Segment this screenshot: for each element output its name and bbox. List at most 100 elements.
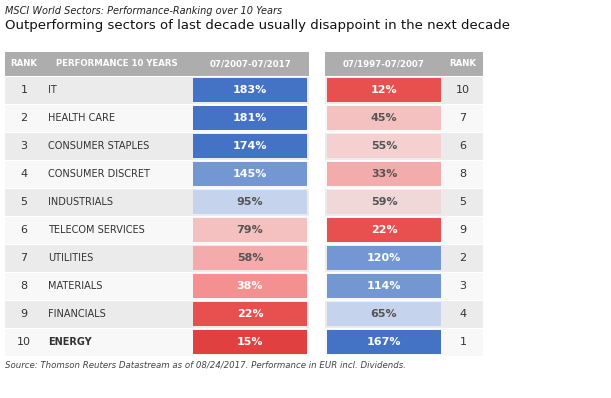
Bar <box>309 300 325 328</box>
Text: TELECOM SERVICES: TELECOM SERVICES <box>48 225 145 235</box>
Bar <box>327 246 441 270</box>
Text: 1: 1 <box>459 337 467 347</box>
Bar <box>325 244 443 272</box>
Text: 2: 2 <box>459 253 467 263</box>
Bar <box>325 76 443 104</box>
Bar <box>309 328 325 356</box>
Text: 45%: 45% <box>371 113 397 123</box>
Bar <box>443 76 483 104</box>
Text: 120%: 120% <box>367 253 401 263</box>
Bar <box>5 132 43 160</box>
Bar <box>193 162 307 186</box>
Text: 3: 3 <box>459 281 467 291</box>
Text: 4: 4 <box>459 309 467 319</box>
Text: 5: 5 <box>459 197 467 207</box>
Text: 10: 10 <box>456 85 470 95</box>
Bar <box>43 244 191 272</box>
Text: 12%: 12% <box>371 85 397 95</box>
Text: 167%: 167% <box>367 337 401 347</box>
Bar <box>309 272 325 300</box>
Bar <box>443 216 483 244</box>
Bar <box>5 272 43 300</box>
Text: 07/2007-07/2017: 07/2007-07/2017 <box>209 59 291 68</box>
Bar <box>43 272 191 300</box>
Bar <box>309 160 325 188</box>
Text: 58%: 58% <box>236 253 263 263</box>
Text: CONSUMER STAPLES: CONSUMER STAPLES <box>48 141 149 151</box>
Text: 79%: 79% <box>236 225 263 235</box>
Text: RANK: RANK <box>450 59 477 68</box>
Text: 2: 2 <box>20 113 27 123</box>
Bar <box>5 52 43 76</box>
Bar <box>325 104 443 132</box>
Text: PERFORMANCE 10 YEARS: PERFORMANCE 10 YEARS <box>56 59 178 68</box>
Bar <box>5 300 43 328</box>
Text: 8: 8 <box>20 281 27 291</box>
Text: HEALTH CARE: HEALTH CARE <box>48 113 115 123</box>
Bar <box>327 330 441 354</box>
Bar <box>443 328 483 356</box>
Text: FINANCIALS: FINANCIALS <box>48 309 106 319</box>
Bar <box>191 52 309 76</box>
Bar <box>191 104 309 132</box>
Text: 7: 7 <box>20 253 27 263</box>
Bar <box>191 244 309 272</box>
Text: 15%: 15% <box>236 337 263 347</box>
Bar <box>309 76 325 104</box>
Text: 3: 3 <box>21 141 27 151</box>
Text: IT: IT <box>48 85 57 95</box>
Bar <box>327 106 441 130</box>
Text: 9: 9 <box>20 309 27 319</box>
Bar <box>43 160 191 188</box>
Bar <box>191 328 309 356</box>
Bar <box>309 132 325 160</box>
Text: 174%: 174% <box>233 141 267 151</box>
Bar <box>191 132 309 160</box>
Bar <box>43 132 191 160</box>
Bar <box>43 216 191 244</box>
Bar <box>325 52 443 76</box>
Bar <box>327 218 441 242</box>
Text: 181%: 181% <box>233 113 267 123</box>
Bar <box>43 188 191 216</box>
Text: RANK: RANK <box>10 59 37 68</box>
Text: 38%: 38% <box>236 281 263 291</box>
Text: MSCI World Sectors: Performance-Ranking over 10 Years: MSCI World Sectors: Performance-Ranking … <box>5 6 282 16</box>
Bar <box>443 104 483 132</box>
Bar <box>443 132 483 160</box>
Bar <box>325 272 443 300</box>
Text: 8: 8 <box>459 169 467 179</box>
Bar <box>327 302 441 326</box>
Bar <box>309 52 325 76</box>
Bar <box>193 218 307 242</box>
Bar <box>193 330 307 354</box>
Text: 65%: 65% <box>371 309 397 319</box>
Text: 6: 6 <box>21 225 27 235</box>
Text: Outperforming sectors of last decade usually disappoint in the next decade: Outperforming sectors of last decade usu… <box>5 19 510 32</box>
Bar <box>43 52 191 76</box>
Text: 1: 1 <box>21 85 27 95</box>
Bar <box>191 76 309 104</box>
Text: ENERGY: ENERGY <box>48 337 92 347</box>
Text: 183%: 183% <box>233 85 267 95</box>
Text: 4: 4 <box>20 169 27 179</box>
Bar <box>43 328 191 356</box>
Bar <box>309 188 325 216</box>
Text: 10: 10 <box>17 337 31 347</box>
Bar <box>193 106 307 130</box>
Bar <box>193 78 307 102</box>
Bar <box>43 104 191 132</box>
Bar <box>327 78 441 102</box>
Bar <box>191 300 309 328</box>
Bar <box>443 300 483 328</box>
Bar <box>443 272 483 300</box>
Text: 95%: 95% <box>236 197 263 207</box>
Bar <box>325 216 443 244</box>
Text: 9: 9 <box>459 225 467 235</box>
Bar <box>443 244 483 272</box>
Text: 22%: 22% <box>371 225 397 235</box>
Bar <box>193 134 307 158</box>
Text: 22%: 22% <box>236 309 263 319</box>
Bar <box>5 188 43 216</box>
Bar <box>309 104 325 132</box>
